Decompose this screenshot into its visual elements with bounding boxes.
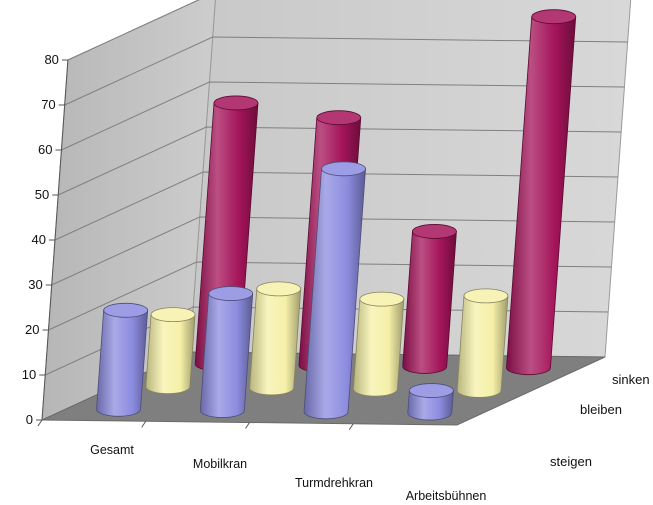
x-tick-mark [245,422,250,429]
y-tick-label: 50 [35,187,49,202]
gridline [67,0,200,61]
x-tick-mark [348,423,354,431]
category-labels: Gesamt Mobilkran Turmdrehkran Arbeitsbühnen [37,419,487,503]
y-tick-label: 70 [41,97,55,112]
x-tick-mark [141,420,147,428]
cylinder-steigen-3 [303,161,366,420]
cylinder-bleiben-3 [352,291,405,397]
category-label: Gesamt [90,443,134,457]
y-tick-label: 60 [38,142,52,157]
cylinder-bleiben-1 [145,307,196,395]
cylinder-bleiben-2 [249,281,302,396]
cylinder-steigen-2 [199,286,254,418]
cylinder-steigen-4 [407,383,454,421]
cylinder-sinken-3 [402,224,457,374]
y-tick-label: 20 [25,322,39,337]
gridline [54,171,619,241]
y-tick-label: 0 [26,412,33,427]
category-label: Turmdrehkran [295,476,373,490]
series-label: bleiben [580,402,622,417]
series-labels: steigen bleiben sinken [550,372,650,469]
gridline [51,216,615,286]
gridline [57,126,622,196]
y-tick-label: 10 [22,367,36,382]
series-label: sinken [612,372,650,387]
gridline [64,36,628,106]
category-label: Arbeitsbühnen [406,489,487,503]
gridline [61,81,625,151]
cylinder-sinken-4 [506,9,577,376]
y-axis: 0 10 20 30 40 50 60 70 80 [22,52,69,427]
gridline [48,261,612,331]
y-tick-label: 40 [31,232,45,247]
y-tick-label: 80 [44,52,58,67]
x-tick-mark [37,419,43,427]
cylinder-bleiben-4 [456,288,509,398]
series-label: steigen [550,454,592,469]
gridlines [44,0,628,376]
cylinders [96,9,577,421]
y-tick-label: 30 [28,277,42,292]
cylinder-steigen-1 [96,302,149,417]
category-label: Mobilkran [193,457,247,471]
